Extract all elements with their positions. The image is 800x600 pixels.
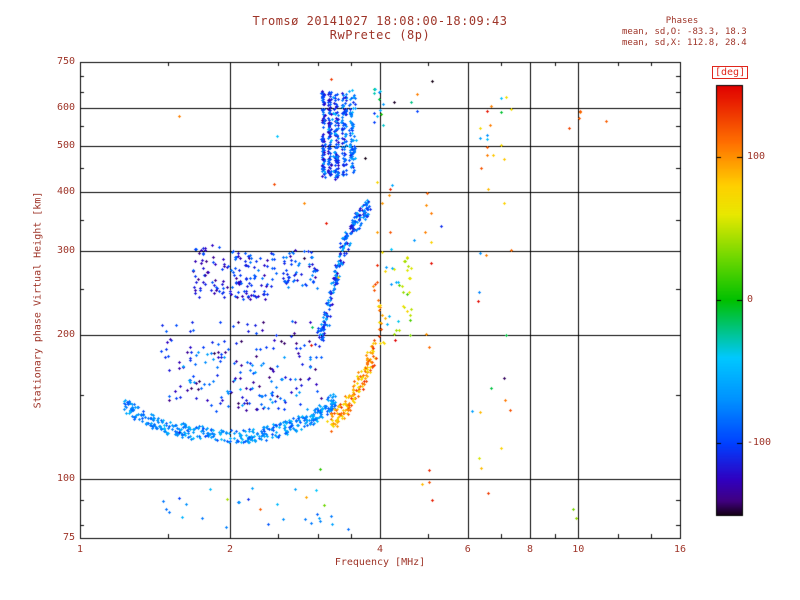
y-axis-label: Stationary phase Virtual Height [km] bbox=[32, 191, 44, 409]
phase-stats-o-mode: mean, sd,O: -83.3, 18.3 bbox=[622, 27, 747, 37]
y-tick-label: 600 bbox=[56, 102, 75, 114]
phase-stats-x-mode: mean, sd,X: 112.8, 28.4 bbox=[622, 38, 747, 48]
y-tick-label: 750 bbox=[56, 56, 75, 67]
x-tick-label: 10 bbox=[572, 544, 585, 555]
x-tick-label: 16 bbox=[673, 544, 687, 555]
x-tick-label: 4 bbox=[376, 544, 384, 555]
x-tick-label: 6 bbox=[464, 544, 471, 555]
y-tick-label: 400 bbox=[56, 185, 75, 197]
colorbar-tick-label: 100 bbox=[747, 150, 766, 162]
y-tick-label: 300 bbox=[56, 245, 75, 257]
y-tick-label: 75 bbox=[62, 532, 75, 543]
y-tick-label: 500 bbox=[56, 139, 75, 151]
chart-subtitle: RwPretec (8p) bbox=[329, 28, 431, 42]
colorbar-tick-label: -100 bbox=[747, 437, 772, 449]
x-tick-label: 1 bbox=[76, 544, 84, 555]
colorbar-tick-label: 0 bbox=[747, 294, 754, 305]
y-tick-label: 100 bbox=[56, 472, 75, 484]
x-axis-label: Frequency [MHz] bbox=[334, 557, 426, 568]
colorbar-unit-label: [deg] bbox=[712, 66, 749, 79]
y-tick-label: 200 bbox=[56, 329, 75, 341]
phase-stats-block: Phases mean, sd,O: -83.3, 18.3 mean, sd,… bbox=[622, 16, 782, 49]
phase-stats-heading: Phases bbox=[665, 16, 699, 26]
chart-title: Tromsø 20141027 18:08:00-18:09:43 bbox=[252, 14, 508, 28]
x-tick-label: 8 bbox=[526, 544, 534, 555]
x-tick-label: 2 bbox=[226, 544, 234, 555]
